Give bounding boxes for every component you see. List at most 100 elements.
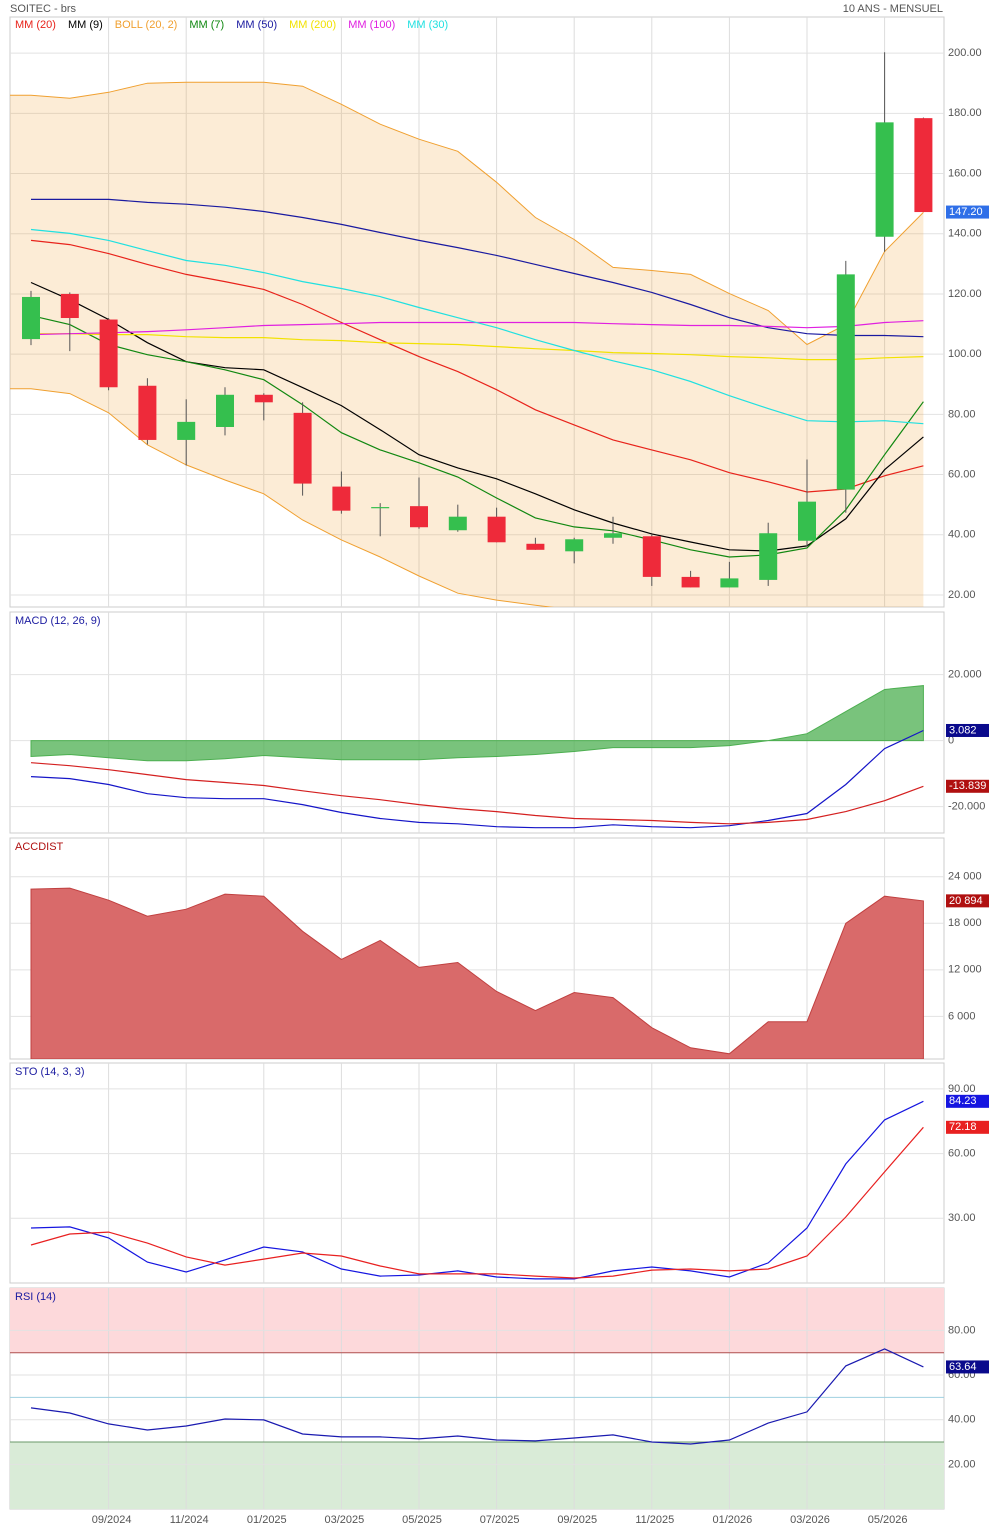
bollinger-upper xyxy=(10,81,924,346)
candle-body xyxy=(759,533,778,580)
line xyxy=(30,762,924,825)
oversold-zone xyxy=(10,1442,944,1509)
y-tick-label: 60.00 xyxy=(948,1147,976,1159)
last-value-label: -13.839 xyxy=(949,780,986,792)
x-tick-label: 01/2026 xyxy=(713,1514,753,1526)
line xyxy=(31,198,924,338)
chart-title: SOITEC - brs xyxy=(10,3,77,15)
y-tick-label: 120.00 xyxy=(948,288,982,300)
last-value-badge xyxy=(946,205,989,219)
candle-body xyxy=(681,576,700,588)
last-value-label: 147.20 xyxy=(949,206,983,218)
candle-body xyxy=(332,486,351,511)
panel-title: MACD (12, 26, 9) xyxy=(15,615,101,627)
plot-area xyxy=(10,1063,944,1283)
y-tick-label: 12 000 xyxy=(948,964,982,976)
line xyxy=(30,239,924,493)
candle-body xyxy=(22,296,40,340)
candle-body xyxy=(216,394,234,427)
candle-body xyxy=(642,536,661,577)
panel-title: ACCDIST xyxy=(15,841,64,853)
candle-body xyxy=(448,516,467,531)
legend-entry: MM (9) xyxy=(68,19,103,31)
last-value-badge xyxy=(946,779,989,793)
x-tick-label: 05/2025 xyxy=(402,1514,442,1526)
candle-body xyxy=(604,533,622,538)
y-tick-label: 0 xyxy=(948,735,954,747)
y-tick-label: 60.00 xyxy=(948,468,976,480)
panel-background xyxy=(9,16,945,608)
y-tick-label: 20.00 xyxy=(948,589,976,601)
candle-body xyxy=(254,394,273,403)
x-tick-label: 03/2025 xyxy=(325,1514,365,1526)
panel: -20.000 0 20.000 3.082 -13.839 MACD (12, 26, … xyxy=(9,611,989,834)
candle-body xyxy=(565,539,584,552)
y-tick-label: 80.00 xyxy=(948,1324,976,1336)
candle-body xyxy=(836,274,855,490)
last-value-badge xyxy=(946,723,989,737)
x-tick-label: 11/2024 xyxy=(170,1514,209,1526)
last-value-label: 72.18 xyxy=(949,1121,977,1133)
candle-body xyxy=(60,293,79,319)
panel-background xyxy=(9,611,945,834)
y-tick-label: 100.00 xyxy=(948,348,982,360)
y-tick-label: 80.00 xyxy=(948,408,976,420)
candle-body xyxy=(99,319,118,388)
last-value-badge xyxy=(946,894,989,908)
chart-subtitle: 10 ANS - MENSUEL xyxy=(843,3,943,15)
last-value-label: 84.23 xyxy=(949,1095,977,1107)
legend-entry: MM (30) xyxy=(407,19,448,31)
area xyxy=(30,685,924,762)
y-tick-label: 90.00 xyxy=(948,1083,976,1095)
panel-background xyxy=(9,1062,945,1284)
x-tick-label: 01/2025 xyxy=(247,1514,287,1526)
x-tick-label: 07/2025 xyxy=(480,1514,520,1526)
bollinger-lower xyxy=(10,388,555,607)
y-tick-label: -20.000 xyxy=(948,801,985,813)
last-value-badge xyxy=(946,1360,989,1374)
legend-entry: MM (50) xyxy=(236,19,277,31)
line xyxy=(30,1348,924,1445)
candle-body xyxy=(138,385,157,440)
x-tick-label: 05/2026 xyxy=(868,1514,908,1526)
x-tick-label: 11/2025 xyxy=(635,1514,674,1526)
plot-area xyxy=(10,1288,944,1509)
candle-body xyxy=(371,507,390,509)
y-tick-label: 40.00 xyxy=(948,529,976,541)
y-tick-label: 20.00 xyxy=(948,1458,976,1470)
plot-area xyxy=(10,17,944,607)
y-tick-label: 30.00 xyxy=(948,1212,976,1224)
last-value-badge xyxy=(946,1120,989,1134)
legend-entry: MM (100) xyxy=(348,19,395,31)
area xyxy=(30,887,924,1059)
y-tick-label: 18 000 xyxy=(948,917,982,929)
panel-title: RSI (14) xyxy=(15,1291,56,1303)
y-tick-label: 140.00 xyxy=(948,228,982,240)
plot-area xyxy=(10,612,944,833)
y-tick-label: 24 000 xyxy=(948,871,982,883)
x-tick-label: 03/2026 xyxy=(790,1514,830,1526)
candle-body xyxy=(526,543,545,550)
candle-body xyxy=(914,118,933,213)
panel: 20.00 40.00 60.00 80.00 100.00 120.00 140.00 16… xyxy=(9,16,989,608)
x-tick-label: 09/2024 xyxy=(92,1514,132,1526)
y-tick-label: 20.000 xyxy=(948,669,982,681)
line xyxy=(30,1126,924,1279)
line xyxy=(30,729,924,829)
last-value-badge xyxy=(946,1094,989,1108)
y-tick-label: 160.00 xyxy=(948,167,982,179)
candle-body xyxy=(875,122,894,237)
candle-body xyxy=(410,506,428,528)
y-tick-label: 180.00 xyxy=(948,107,982,119)
x-tick-label: 09/2025 xyxy=(557,1514,597,1526)
candle-body xyxy=(798,501,816,541)
legend-entry: MM (7) xyxy=(189,19,224,31)
legend-entry: MM (200) xyxy=(289,19,336,31)
plot-area xyxy=(10,838,944,1059)
y-tick-label: 6 000 xyxy=(948,1010,976,1022)
panel-title: STO (14, 3, 3) xyxy=(15,1066,85,1078)
